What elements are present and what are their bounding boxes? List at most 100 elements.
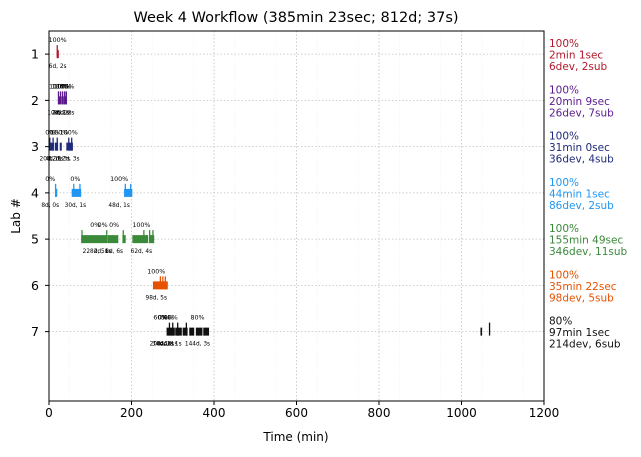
- activity-segment: [124, 188, 133, 197]
- segment-count-label: 4d, 1s: [164, 342, 182, 348]
- x-tick-label: 800: [368, 406, 391, 420]
- plot-frame: [48, 30, 545, 402]
- lane-summary-line: 100%: [549, 223, 579, 235]
- segment-score-label: 100%: [54, 83, 72, 90]
- segment-count-label: 98d, 5s: [146, 295, 167, 301]
- lane-summary-line: 100%: [549, 269, 579, 281]
- segment-count-label: 6d, 2s: [49, 64, 67, 70]
- segment-score-label: 100%: [147, 268, 165, 275]
- activity-segment: [66, 142, 73, 151]
- x-tick-label: 200: [120, 406, 143, 420]
- segment-count-label: 4d, 1s: [45, 157, 63, 163]
- segment-score-label: 100%: [60, 130, 78, 137]
- segment-score-label: 100%: [132, 222, 150, 229]
- x-axis-label: Time (min): [262, 430, 328, 444]
- activity-segment: [57, 50, 59, 59]
- activity-segment: [175, 327, 182, 336]
- activity-segment: [81, 235, 107, 244]
- x-tick-label: 600: [285, 406, 308, 420]
- activity-segment: [203, 327, 210, 336]
- activity-segment: [132, 235, 148, 244]
- y-tick-label: 3: [31, 139, 39, 154]
- segment-score-label: 100%: [52, 83, 70, 90]
- segment-score-label: 0%: [90, 222, 100, 229]
- segment-count-label: 30d, 1s: [65, 203, 86, 209]
- activity-segment: [182, 327, 188, 336]
- x-tick-label: 1200: [529, 406, 560, 420]
- segment-score-label: 0%: [98, 222, 108, 229]
- lane-summary-line: 86dev, 2sub: [549, 200, 614, 212]
- lane-summary-line: 6dev, 2sub: [549, 61, 608, 73]
- y-axis-label: Lab #: [9, 198, 23, 234]
- activity-segment: [148, 235, 155, 244]
- activity-segment: [195, 327, 203, 336]
- lane-summary-line: 155min 49sec: [549, 235, 623, 247]
- lane-summary-line: 100%: [549, 177, 579, 189]
- lane-summary-line: 2min 1sec: [549, 50, 603, 62]
- segment-score-label: 100%: [56, 83, 74, 90]
- lane-summary-line: 36dev, 4sub: [549, 154, 614, 166]
- segment-count-label: 34d, 1s: [152, 342, 173, 348]
- lane-summary-line: 97min 1sec: [549, 327, 610, 339]
- activity-segment: [166, 327, 175, 336]
- segment-count-label: 12d, 3s: [49, 157, 70, 163]
- segment-score-label: 0%: [158, 315, 168, 322]
- segment-score-label: 0%: [45, 176, 55, 183]
- segment-score-label: 0%: [70, 176, 80, 183]
- lane-summary-line: 100%: [549, 38, 579, 50]
- x-tick-label: 1000: [446, 406, 477, 420]
- segment-score-label: 100%: [50, 130, 68, 137]
- segment-score-label: 0%: [49, 130, 59, 137]
- activity-segment: [58, 96, 61, 105]
- activity-segment: [107, 235, 119, 244]
- activity-segment: [480, 327, 483, 336]
- activity-segment: [189, 327, 195, 336]
- segment-score-label: 100%: [110, 176, 128, 183]
- lane-summary-line: 346dev, 11sub: [549, 246, 628, 258]
- segment-count-label: 8d, 1s: [156, 342, 174, 348]
- activity-segment: [54, 142, 59, 151]
- segment-count-label: 8d, 6s: [105, 249, 123, 255]
- x-tick-label: 0: [45, 406, 53, 420]
- segment-count-label: 8d, 2s: [54, 110, 72, 116]
- segment-count-label: 4d, 1s: [160, 342, 178, 348]
- y-tick-label: 2: [31, 93, 39, 108]
- activity-segment: [71, 188, 82, 197]
- segment-score-label: 0%: [164, 315, 174, 322]
- activity-segment: [59, 142, 62, 151]
- lane-summary-line: 31min 0sec: [549, 142, 610, 154]
- chart-title: Week 4 Workflow (385min 23sec; 812d; 37s…: [133, 10, 458, 26]
- y-tick-label: 7: [31, 324, 39, 339]
- lane-summary-line: 80%: [549, 316, 572, 328]
- segment-count-label: 48d, 1s: [108, 203, 129, 209]
- segment-count-label: 6d, 2s: [57, 110, 75, 116]
- segment-count-label: 62d, 4s: [131, 249, 152, 255]
- segment-count-label: 2d, 1s: [52, 110, 70, 116]
- segment-score-label: 0%: [168, 315, 178, 322]
- segment-score-label: 100%: [49, 37, 67, 44]
- activity-segment: [64, 96, 67, 105]
- y-tick-label: 1: [31, 47, 39, 62]
- lane-summary-line: 98dev, 5sub: [549, 292, 614, 304]
- segment-score-label: 0%: [160, 315, 170, 322]
- grid: [48, 31, 545, 401]
- segment-count-label: 12d, 3s: [58, 157, 79, 163]
- segment-score-label: 0%: [109, 222, 119, 229]
- y-tick-label: 4: [31, 185, 39, 200]
- y-tick-label: 5: [31, 232, 39, 247]
- axes: 0 200 400 600 800 1000 1200 1 2 3 4 5 6 7: [31, 47, 559, 420]
- segment-count-label: 8d, 0s: [41, 203, 59, 209]
- y-tick-label: 6: [31, 278, 39, 293]
- activity-segment: [122, 235, 126, 244]
- chart-marks: 100% 6d, 2s 100% 10d, 2s 100% 2d, 1s 100% 8d, 2…: [40, 37, 491, 348]
- segment-count-label: 144d, 3s: [185, 342, 210, 348]
- segment-score-label: 60%: [153, 315, 167, 322]
- segment-score-label: 80%: [191, 315, 205, 322]
- lane-summary-line: 214dev, 6sub: [549, 339, 621, 351]
- segment-score-label: 100%: [49, 83, 67, 90]
- activity-segment: [49, 142, 54, 151]
- segment-count-label: 2d, 1s: [94, 249, 112, 255]
- segment-count-label: 20d, 1s: [40, 157, 61, 163]
